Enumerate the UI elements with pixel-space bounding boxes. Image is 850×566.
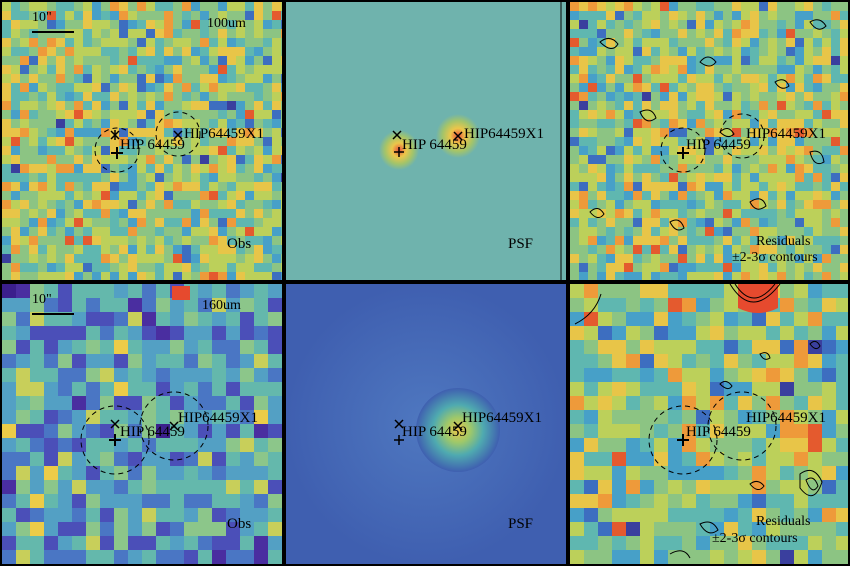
panel-160um-obs: 10" 160um HIP 64459 HIP64459X1 Obs <box>0 282 284 566</box>
band-label: 100um <box>207 16 246 31</box>
star-marker <box>110 130 120 140</box>
heatmap-160um-obs <box>2 284 282 564</box>
source-label-primary: HIP 64459 <box>686 137 751 153</box>
panel-160um-psf: HIP 64459 HIP64459X1 PSF <box>284 282 568 566</box>
aperture-companion <box>155 111 201 157</box>
heatmap-100um-obs <box>2 2 282 280</box>
panel-100um-obs: 10" 100um HIP 64459 HIP64459X1 Obs <box>0 0 284 282</box>
psf-160um <box>286 284 566 564</box>
panel-label-line2: ±2-3σ contours <box>732 250 818 265</box>
source-label-companion: HIP64459X1 <box>462 410 543 426</box>
source-label-primary: HIP 64459 <box>686 424 751 440</box>
panel-100um-residuals: HIP 64459 HIP64459X1 Residuals ±2-3σ con… <box>568 0 850 282</box>
psf-100um <box>286 2 566 280</box>
scale-bar-label: 10" <box>32 292 52 307</box>
panel-100um-psf: HIP 64459 HIP64459X1 PSF <box>284 0 568 282</box>
source-label-companion: HIP64459X1 <box>746 410 827 426</box>
panel-label-line2: ±2-3σ contours <box>712 531 798 546</box>
source-label-companion: HIP64459X1 <box>178 410 259 426</box>
heatmap-100um-residuals <box>570 2 848 280</box>
panel-label: PSF <box>508 236 534 252</box>
panel-label-line1: Residuals <box>756 234 811 249</box>
panel-label: PSF <box>508 516 534 532</box>
source-label-companion: HIP64459X1 <box>746 126 827 142</box>
source-label-primary: HIP 64459 <box>402 424 467 440</box>
source-label-primary: HIP 64459 <box>402 137 467 153</box>
source-label-primary: HIP 64459 <box>120 137 185 153</box>
panel-label-line1: Residuals <box>756 514 811 529</box>
source-label-companion: HIP64459X1 <box>464 126 545 142</box>
overlay-160um-obs <box>32 286 209 475</box>
panel-160um-residuals: HIP 64459 HIP64459X1 Residuals ±2-3σ con… <box>568 282 850 566</box>
star-marker-companion <box>173 130 183 140</box>
overlay-100um-residuals <box>589 19 827 231</box>
overlay-100um-obs <box>32 31 201 173</box>
panel-label: Obs <box>227 236 252 252</box>
plus-marker <box>111 147 123 159</box>
source-label-primary: HIP 64459 <box>120 424 185 440</box>
aperture-primary <box>94 127 140 173</box>
source-label-companion: HIP64459X1 <box>184 126 265 142</box>
scale-bar-label: 10" <box>32 10 52 25</box>
panel-label: Obs <box>227 516 252 532</box>
overlay-160um-residuals <box>574 284 823 559</box>
band-label: 160um <box>202 298 241 313</box>
